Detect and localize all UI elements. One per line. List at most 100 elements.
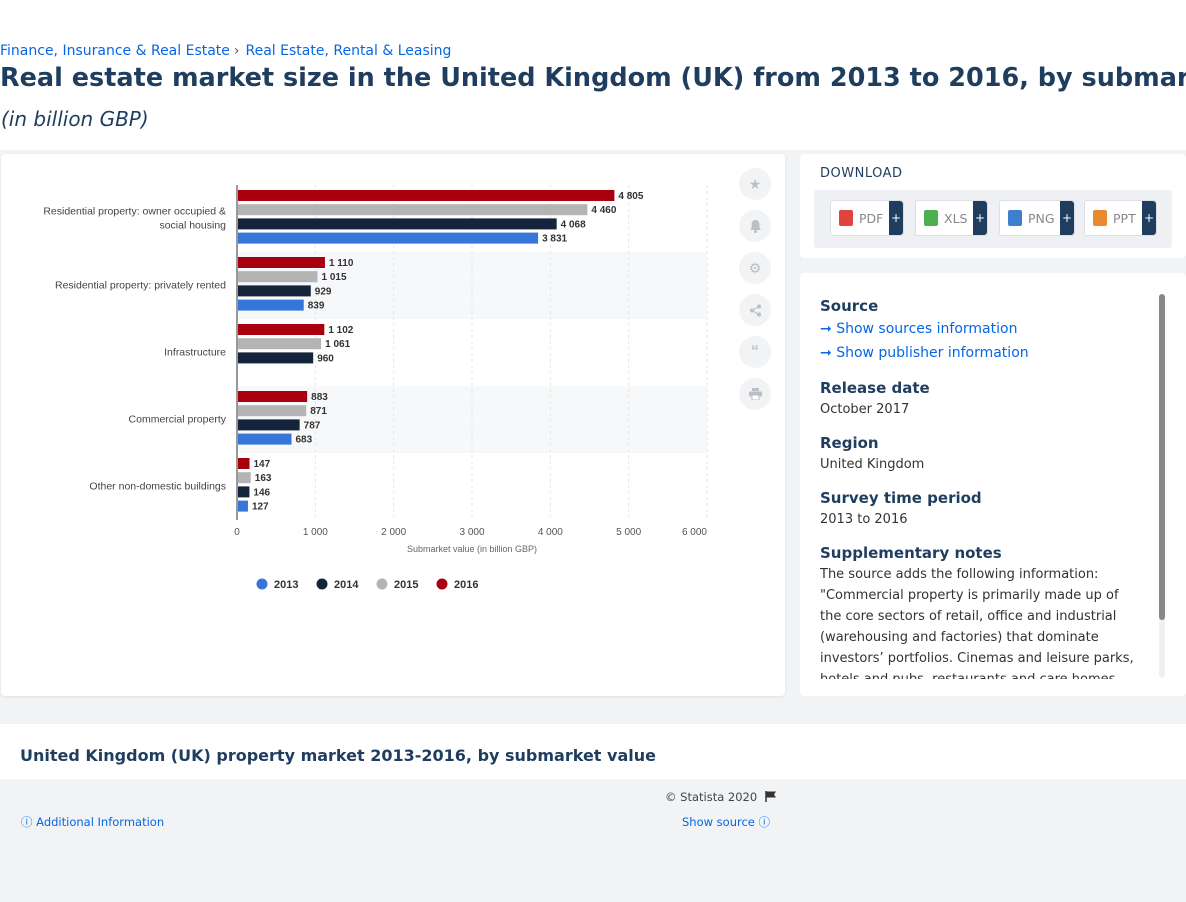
notify-button[interactable]	[739, 210, 771, 242]
x-tick-label: 3 000	[459, 527, 484, 538]
quote-icon: “	[751, 343, 759, 361]
scrollbar-thumb[interactable]	[1159, 294, 1165, 620]
settings-button[interactable]: ⚙	[739, 252, 771, 284]
release-heading: Release date	[820, 379, 930, 397]
x-tick-label: 5 000	[616, 527, 641, 538]
xls-icon	[924, 210, 938, 226]
plus-icon: +	[1060, 201, 1074, 235]
notes-heading: Supplementary notes	[820, 544, 1002, 562]
info-card: Source ➞ Show sources information ➞ Show…	[800, 273, 1186, 696]
survey-heading: Survey time period	[820, 489, 982, 507]
bar-2014[interactable]	[238, 218, 557, 229]
notes-text: The source adds the following informatio…	[820, 564, 1140, 679]
legend-label[interactable]: 2015	[394, 579, 418, 591]
bar-value-label: 871	[310, 406, 327, 417]
bar-value-label: 787	[304, 420, 321, 431]
show-sources-link[interactable]: ➞ Show sources information	[820, 321, 1017, 337]
breadcrumb-separator: ›	[234, 43, 240, 59]
bar-2016[interactable]	[238, 324, 324, 335]
release-value: October 2017	[820, 402, 909, 417]
category-label: Residential property: privately rented	[55, 280, 226, 292]
bar-2014[interactable]	[238, 285, 311, 296]
plus-icon: +	[1142, 201, 1156, 235]
bar-2015[interactable]	[238, 338, 321, 349]
show-source-link[interactable]: Show source ⓘ	[682, 814, 770, 830]
x-tick-label: 6 000	[682, 527, 707, 538]
bar-2015[interactable]	[238, 472, 251, 483]
bar-value-label: 839	[308, 301, 325, 312]
bar-value-label: 163	[255, 473, 272, 484]
breadcrumb: Finance, Insurance & Real Estate › Real Es…	[0, 43, 451, 59]
pdf-icon	[839, 210, 853, 226]
gear-icon: ⚙	[749, 260, 762, 277]
legend-label[interactable]: 2013	[274, 579, 298, 591]
info-icon: ⓘ	[759, 815, 771, 829]
print-icon	[749, 388, 762, 400]
bar-value-label: 4 068	[561, 219, 586, 230]
bar-value-label: 147	[254, 459, 271, 470]
breadcrumb-item-finance[interactable]: Finance, Insurance & Real Estate	[0, 43, 230, 59]
related-section: United Kingdom (UK) property market 2013…	[0, 724, 1186, 779]
page-subtitle: (in billion GBP)	[1, 107, 149, 131]
category-label: Other non-domestic buildings	[89, 481, 226, 493]
legend-marker[interactable]	[377, 579, 388, 590]
legend-label[interactable]: 2016	[454, 579, 478, 591]
flag-icon[interactable]	[765, 791, 777, 802]
category-label: Infrastructure	[164, 347, 226, 359]
bar-2013[interactable]	[238, 501, 248, 512]
favorite-button[interactable]: ★	[739, 168, 771, 200]
legend-marker[interactable]	[317, 579, 328, 590]
scrollbar[interactable]	[1159, 294, 1165, 678]
bar-2013[interactable]	[238, 434, 292, 445]
bar-value-label: 146	[253, 487, 270, 498]
bar-value-label: 127	[252, 502, 269, 513]
bar-2016[interactable]	[238, 257, 325, 268]
bar-2013[interactable]	[238, 233, 538, 244]
page-title: Real estate market size in the United Ki…	[0, 63, 1186, 93]
bar-value-label: 929	[315, 286, 332, 297]
bar-2014[interactable]	[238, 352, 313, 363]
star-icon: ★	[749, 176, 762, 193]
plus-icon: +	[973, 201, 987, 235]
bar-2014[interactable]	[238, 486, 249, 497]
bar-value-label: 3 831	[542, 234, 567, 245]
download-pdf-button[interactable]: PDF +	[830, 200, 904, 236]
plus-icon: +	[889, 201, 903, 235]
x-tick-label: 1 000	[303, 527, 328, 538]
bar-2015[interactable]	[238, 204, 587, 215]
download-ppt-button[interactable]: PPT +	[1084, 200, 1157, 236]
additional-info-link[interactable]: ⓘ Additional Information	[21, 814, 164, 830]
download-title: DOWNLOAD	[820, 166, 903, 181]
bar-2013[interactable]	[238, 300, 304, 311]
bar-value-label: 4 460	[591, 205, 616, 216]
bell-icon	[749, 219, 762, 233]
show-publisher-link[interactable]: ➞ Show publisher information	[820, 345, 1029, 361]
bar-2015[interactable]	[238, 271, 318, 282]
bar-2016[interactable]	[238, 190, 614, 201]
category-label: Residential property: owner occupied & so…	[43, 206, 226, 232]
breadcrumb-item-real-estate[interactable]: Real Estate, Rental & Leasing	[246, 43, 452, 59]
bar-value-label: 683	[296, 435, 313, 446]
download-xls-button[interactable]: XLS +	[915, 200, 988, 236]
statista-copyright: © Statista 2020	[665, 790, 777, 804]
legend-marker[interactable]	[437, 579, 448, 590]
print-button[interactable]	[739, 378, 771, 410]
survey-value: 2013 to 2016	[820, 512, 907, 527]
related-title[interactable]: United Kingdom (UK) property market 2013…	[20, 746, 656, 765]
bar-2014[interactable]	[238, 419, 300, 430]
share-button[interactable]	[739, 294, 771, 326]
bar-2016[interactable]	[238, 458, 250, 469]
download-buttons: PDF + XLS + PNG + PPT +	[814, 190, 1172, 248]
chart-card: 4 805 4 460 4 068 3 831 Residential property…	[1, 154, 785, 696]
x-tick-label: 2 000	[381, 527, 406, 538]
download-png-button[interactable]: PNG +	[999, 200, 1075, 236]
bar-chart: 4 8054 4604 0683 831Residential property…	[1, 154, 785, 696]
cite-button[interactable]: “	[739, 336, 771, 368]
bar-value-label: 1 015	[322, 272, 347, 283]
legend-marker[interactable]	[257, 579, 268, 590]
legend-label[interactable]: 2014	[334, 579, 359, 591]
bar-value-label: 883	[311, 392, 328, 403]
bar-2015[interactable]	[238, 405, 306, 416]
bar-2016[interactable]	[238, 391, 307, 402]
region-value: United Kingdom	[820, 457, 924, 472]
